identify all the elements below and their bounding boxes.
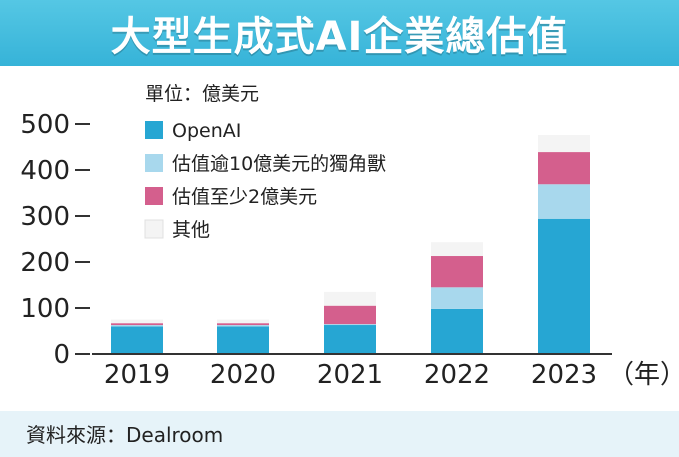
legend-label: 估值至少2億美元 (172, 186, 317, 208)
x-tick-label: 2021 (317, 360, 383, 390)
x-axis-unit: （年） (608, 360, 679, 390)
y-tick-label: 0 (53, 340, 70, 370)
unit-label: 單位：億美元 (145, 83, 259, 105)
bar-segment (217, 323, 269, 326)
bar-segment (111, 319, 163, 324)
source-bar: 資料來源：Dealroom (0, 411, 679, 457)
bar-segment (324, 305, 376, 325)
bar-segment (217, 326, 269, 354)
y-tick-label: 200 (20, 248, 70, 278)
legend-label: OpenAI (172, 120, 241, 142)
source-note: 資料來源：Dealroom (26, 423, 224, 447)
bar-segment (111, 325, 163, 327)
bar-segment (431, 308, 483, 354)
bar-segment (431, 256, 483, 288)
legend-swatch (145, 154, 163, 172)
legend-swatch (145, 187, 163, 205)
x-tick-label: 2020 (210, 360, 276, 390)
bar-segment (431, 242, 483, 257)
bar-segment (538, 184, 590, 219)
bar-segment (217, 325, 269, 327)
y-tick-label: 300 (20, 202, 70, 232)
y-axis: 0 100 200 300 400 500 (20, 110, 90, 370)
bar-segment (111, 326, 163, 354)
y-tick-label: 500 (20, 110, 70, 140)
x-tick-label: 2022 (424, 360, 490, 390)
y-tick-label: 400 (20, 156, 70, 186)
bar-segment (324, 325, 376, 354)
legend-label: 估值逾10億美元的獨角獸 (172, 153, 386, 175)
bars (111, 135, 590, 354)
bar-segment (538, 218, 590, 354)
bar-segment (324, 291, 376, 306)
x-tick-label: 2023 (531, 360, 597, 390)
x-tick-label: 2019 (104, 360, 170, 390)
legend-swatch (145, 121, 163, 139)
bar-segment (324, 324, 376, 326)
x-axis: 2019 2020 2021 2022 2023 （年） (92, 353, 679, 390)
bar-segment (538, 135, 590, 153)
y-tick-label: 100 (20, 294, 70, 324)
chart-title: 大型生成式AI企業總估值 (110, 14, 569, 60)
bar-segment (111, 323, 163, 326)
legend-label: 其他 (172, 219, 210, 241)
legend-swatch (144, 219, 164, 239)
bar-segment (217, 319, 269, 324)
title-banner: 大型生成式AI企業總估值 (0, 0, 679, 66)
bar-segment (538, 152, 590, 185)
stacked-bar-chart: 單位：億美元 0 100 200 300 400 500 OpenAI 估值逾10億美元的獨… (20, 83, 679, 390)
bar-segment (431, 287, 483, 309)
